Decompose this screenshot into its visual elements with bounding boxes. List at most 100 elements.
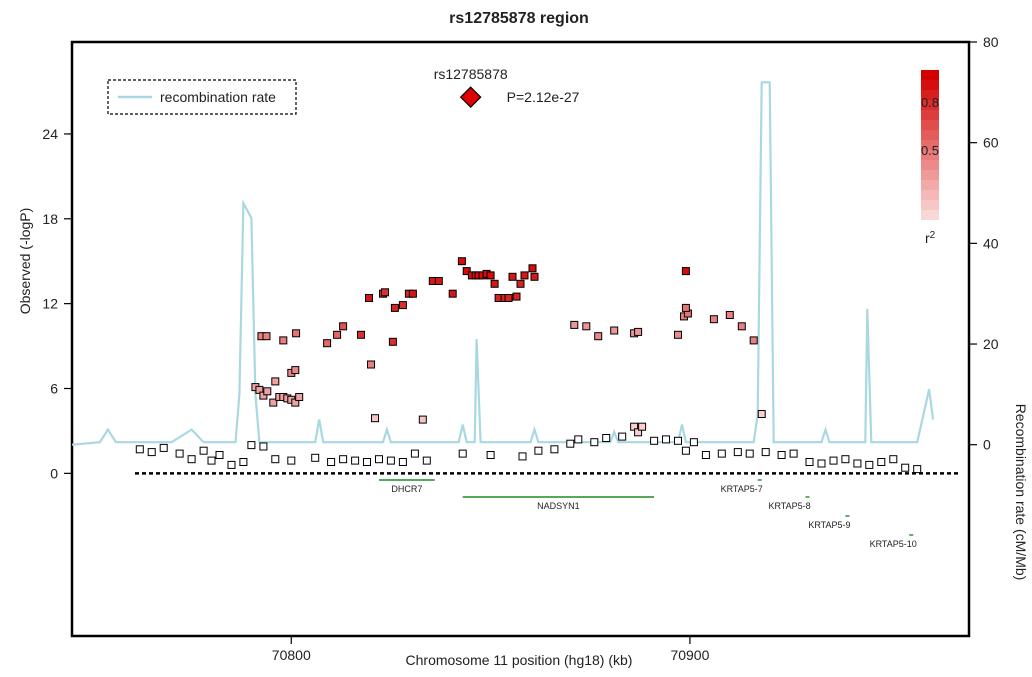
- r2-swatch-14: [921, 210, 939, 221]
- snp-point-94: [458, 449, 467, 458]
- snp-point-88: [363, 458, 371, 466]
- r2-swatch-12: [921, 190, 939, 201]
- recombination-rate-layer: [71, 81, 935, 446]
- snp-point-81: [259, 442, 268, 451]
- r2-swatch-8: [921, 150, 939, 161]
- snp-point-47: [681, 303, 690, 312]
- gene-label-nadsyn1: NADSYN1: [537, 501, 580, 511]
- x-tick-label-1: 70900: [670, 647, 709, 663]
- snp-point-85: [327, 458, 336, 466]
- snp-point-11: [388, 337, 397, 346]
- snp-point-43: [634, 327, 643, 336]
- snp-point-58: [263, 387, 272, 396]
- snp-point-118: [789, 449, 798, 458]
- snp-point-20: [462, 267, 471, 276]
- snp-point-33: [516, 279, 525, 288]
- snp-point-120: [817, 459, 826, 468]
- snp-point-109: [674, 436, 682, 445]
- snp-point-4: [323, 339, 332, 348]
- snp-point-100: [574, 435, 583, 444]
- snp-point-44: [674, 330, 682, 339]
- snp-point-123: [853, 459, 862, 468]
- snp-point-101: [590, 438, 599, 447]
- snp-point-83: [287, 456, 296, 465]
- x-axis-title: Chromosome 11 position (hg18) (kb): [406, 652, 633, 668]
- axes: 70800 70900 0 6 12 18 24 0 20 40 60 80: [42, 34, 998, 663]
- snp-point-72: [159, 443, 168, 452]
- legend-recombination-label: recombination rate: [160, 89, 276, 105]
- snp-point-96: [518, 452, 527, 461]
- snp-point-54: [367, 360, 375, 369]
- gene-label-dhcr7: DHCR7: [391, 484, 422, 494]
- snp-point-13: [398, 301, 407, 310]
- snp-point-39: [582, 322, 591, 331]
- snp-point-41: [610, 326, 619, 335]
- y-left-tick-label-3: 18: [42, 211, 58, 227]
- snp-point-89: [375, 455, 383, 464]
- snp-point-75: [199, 446, 208, 455]
- snp-point-12: [390, 303, 399, 312]
- snp-point-125: [877, 458, 886, 466]
- r2-swatch-5: [921, 120, 939, 131]
- snp-point-53: [291, 366, 300, 375]
- snp-point-79: [239, 458, 248, 466]
- y-left-tick-label-4: 24: [42, 126, 58, 142]
- x-tick-label-0: 70800: [272, 647, 311, 663]
- snp-point-127: [901, 463, 910, 472]
- snp-point-124: [865, 460, 874, 469]
- y-right-tick-label-1: 20: [983, 336, 999, 352]
- snp-point-122: [841, 455, 850, 464]
- r2-swatch-4: [921, 110, 939, 121]
- top-snp-p-value: P=2.12e-27: [507, 89, 580, 105]
- y-left-tick-label-0: 0: [50, 465, 58, 481]
- snp-point-66: [295, 393, 304, 401]
- snp-point-18: [448, 289, 457, 298]
- snp-point-5: [333, 330, 342, 339]
- r2-swatch-0: [921, 70, 939, 81]
- snp-point-27: [490, 279, 499, 288]
- snp-point-31: [508, 272, 517, 281]
- y-axis-right-title: Recombination rate (cM/Mb): [1013, 404, 1029, 581]
- gene-label-krtap5-10: KRTAP5-10: [870, 539, 917, 549]
- snp-point-99: [566, 439, 575, 448]
- snp-point-38: [570, 320, 579, 329]
- snp-point-26: [486, 271, 495, 280]
- r2-swatch-10: [921, 170, 939, 181]
- r2-swatch-9: [921, 160, 939, 171]
- snp-point-1: [262, 332, 271, 341]
- snp-point-70: [135, 445, 144, 454]
- snp-point-90: [386, 456, 395, 465]
- top-snp-diamond: [459, 86, 482, 109]
- snp-point-93: [422, 456, 431, 465]
- r2-swatch-2: [921, 90, 939, 101]
- snp-point-8: [365, 294, 373, 302]
- r2-swatch-7: [921, 140, 939, 151]
- snp-point-2: [279, 336, 288, 345]
- y-right-tick-label-0: 0: [983, 437, 991, 453]
- r2-scale-title: r2: [925, 230, 936, 246]
- gene-label-krtap5-7: KRTAP5-7: [721, 484, 763, 494]
- gene-label-krtap5-9: KRTAP5-9: [808, 520, 850, 530]
- top-snp-label: rs12785878: [434, 66, 508, 82]
- snp-point-36: [530, 272, 539, 281]
- gene-track: DHCR7 NADSYN1 KRTAP5-7 KRTAP5-8 KRTAP5-9 KRTA…: [378, 479, 917, 549]
- y-left-tick-label-2: 12: [42, 296, 58, 312]
- snp-point-110: [681, 446, 690, 455]
- snp-point-115: [745, 449, 754, 458]
- snp-point-80: [247, 441, 256, 450]
- snp-point-84: [311, 453, 320, 462]
- snp-point-48: [709, 315, 718, 324]
- snp-point-74: [187, 455, 196, 464]
- snp-point-40: [594, 332, 603, 341]
- snp-point-17: [434, 277, 443, 285]
- snp-point-51: [749, 336, 758, 345]
- snp-point-68: [418, 415, 427, 424]
- snp-point-114: [733, 448, 742, 457]
- snp-point-108: [662, 435, 670, 444]
- snp-point-112: [701, 451, 710, 459]
- snp-point-95: [486, 451, 495, 459]
- snp-point-102: [602, 434, 611, 442]
- snp-point-126: [889, 455, 898, 464]
- snp-point-69: [757, 410, 766, 418]
